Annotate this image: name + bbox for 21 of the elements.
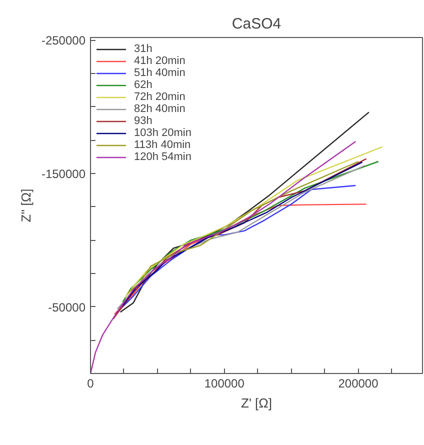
x-tick-label: 100000 — [204, 376, 245, 390]
legend-label: 113h 40min — [134, 139, 191, 151]
legend-label: 41h 20min — [134, 55, 186, 67]
y-axis-title: Z'' [Ω] — [18, 188, 34, 222]
legend-label: 82h 40min — [134, 103, 186, 115]
y-tick-label: -150000 — [41, 167, 86, 181]
legend-label: 93h — [134, 115, 154, 127]
x-tick-label: 0 — [87, 376, 94, 390]
line-series — [90, 140, 356, 374]
chart-title: CaSO4 — [232, 16, 282, 32]
legend-label: 72h 20min — [134, 91, 186, 103]
line-series — [120, 112, 370, 313]
legend-label: 120h 54min — [134, 151, 192, 163]
legend-label: 62h — [134, 79, 154, 91]
legend-label: 51h 40min — [134, 67, 186, 79]
x-axis-title: Z' [Ω] — [241, 396, 272, 410]
legend-label: 103h 20min — [134, 127, 192, 139]
y-tick-label: -250000 — [41, 34, 86, 48]
legend-label: 31h — [134, 43, 154, 55]
x-tick-label: 200000 — [338, 376, 379, 390]
y-tick-label: -50000 — [48, 300, 86, 314]
